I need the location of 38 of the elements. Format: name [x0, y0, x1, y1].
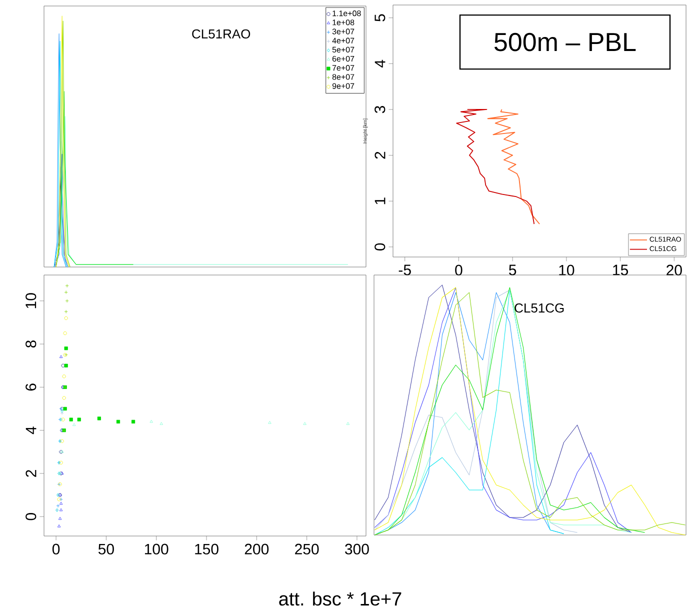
legend-label: 1e+08 [332, 20, 354, 26]
legend-label: 7e+07 [332, 65, 354, 71]
legend-label: 4e+07 [332, 38, 354, 44]
y-tick-label: 2 [26, 470, 36, 477]
y-tick-label: 5 [374, 14, 386, 22]
x-tick-label: 10 [559, 264, 574, 276]
y-tick-label: 4 [26, 426, 36, 434]
annotation: 500m – PBL [494, 32, 636, 52]
x-tick-label: 0 [455, 264, 462, 276]
legend-label: 9e+07 [332, 83, 354, 89]
x-tick-label: 200 [244, 544, 269, 554]
x-tick-label: 150 [195, 544, 218, 554]
x-tick-label: 20 [666, 264, 682, 276]
x-tick-label: 250 [295, 544, 319, 554]
legend-label: 5e+07 [332, 46, 354, 53]
x-tick-label: 100 [144, 544, 168, 554]
y-tick-label: 1 [374, 198, 386, 204]
x-tick-label: -5 [398, 264, 411, 276]
x-axis-title: att. bsc * 1e+7 [279, 592, 402, 606]
text: CL51CG [514, 303, 564, 313]
y-tick-label: 4 [374, 60, 386, 68]
x-tick-label: 0 [52, 544, 60, 554]
legend-label: 6e+07 [332, 56, 354, 62]
y-tick-label: 2 [374, 152, 386, 159]
y-tick-label: 0 [374, 243, 386, 251]
legend-label: 3e+07 [332, 28, 354, 34]
legend-label: 8e+07 [332, 74, 354, 80]
x-tick-label: 50 [98, 544, 114, 554]
y-tick-label: 10 [26, 293, 36, 308]
x-tick-label: 5 [509, 264, 516, 276]
x-tick-label: 300 [345, 544, 369, 554]
y-tick-label: 8 [26, 340, 36, 348]
y-tick-label: 0 [26, 513, 36, 520]
y-tick-label: 6 [26, 384, 36, 391]
x-tick-label: 15 [613, 264, 628, 276]
legend-label: 1.1e+08 [332, 10, 361, 16]
y-tick-label: 3 [374, 106, 386, 114]
text: CL51RAO [192, 29, 250, 39]
